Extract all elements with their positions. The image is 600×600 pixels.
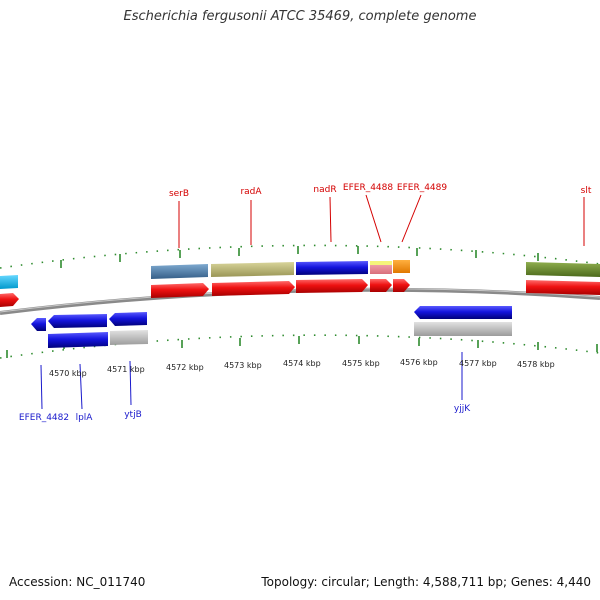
gene-label-ytjB[interactable]: ytjB (124, 410, 142, 420)
gene-label-EFER_4489[interactable]: EFER_4489 (397, 183, 447, 193)
cyan-feature-left (0, 275, 18, 289)
gene-label-lplA[interactable]: lplA (76, 413, 94, 423)
kbp-tick-label: 4571 kbp (107, 365, 145, 374)
forward-cds-left-partial (0, 293, 19, 307)
top-label-leaders (178, 194, 585, 248)
gene-label-slt[interactable]: slt (581, 186, 592, 196)
genome-summary-text: Topology: circular; Length: 4,588,711 bp… (261, 575, 591, 589)
nadR-cds (296, 279, 368, 293)
kbp-tick-label: 4574 kbp (283, 359, 321, 368)
kbp-tick-label: 4575 kbp (342, 359, 380, 368)
radA-annotation-box (211, 262, 294, 277)
EFER_4488-cds (370, 279, 392, 292)
upper-major-ticks (60, 246, 539, 268)
nadR-annotation-box (296, 261, 368, 275)
yjjK-cds (414, 306, 512, 319)
serB-annotation-box (151, 264, 208, 279)
EFER_4489-annotation-box (393, 260, 410, 273)
slt-cds (526, 280, 600, 295)
EFER_4482-cds (31, 318, 46, 331)
lplA-cds (48, 314, 107, 328)
gene-label-yjjK[interactable]: yjjK (454, 404, 471, 414)
kbp-tick-label: 4570 kbp (49, 369, 87, 378)
map-title: Escherichia fergusonii ATCC 35469, compl… (123, 9, 477, 24)
accession-text: Accession: NC_011740 (9, 575, 146, 589)
gene-label-radA[interactable]: radA (240, 187, 262, 197)
EFER_4489-cds (393, 279, 410, 292)
lower-tick-arc (0, 334, 600, 359)
kbp-tick-label: 4576 kbp (400, 358, 438, 367)
bottom-label-leaders (40, 352, 463, 410)
kbp-tick-label: 4577 kbp (459, 359, 497, 368)
yjjK-annotation-box (414, 322, 512, 336)
slt-annotation-box (526, 262, 600, 277)
serB-cds (151, 283, 209, 298)
ytjB-cds (109, 312, 147, 326)
kbp-tick-label: 4573 kbp (224, 361, 262, 370)
radA-cds (212, 281, 295, 296)
lplA-annotation-box (48, 332, 108, 348)
gene-label-EFER_4482[interactable]: EFER_4482 (19, 413, 69, 423)
kbp-tick-label: 4572 kbp (166, 363, 204, 372)
ytjB-annotation-box (110, 330, 148, 345)
gene-label-serB[interactable]: serB (169, 189, 189, 199)
kbp-tick-label: 4578 kbp (517, 360, 555, 369)
gene-label-EFER_4488[interactable]: EFER_4488 (343, 183, 393, 193)
gene-label-nadR[interactable]: nadR (313, 185, 336, 195)
upper-tick-arc (0, 244, 600, 269)
